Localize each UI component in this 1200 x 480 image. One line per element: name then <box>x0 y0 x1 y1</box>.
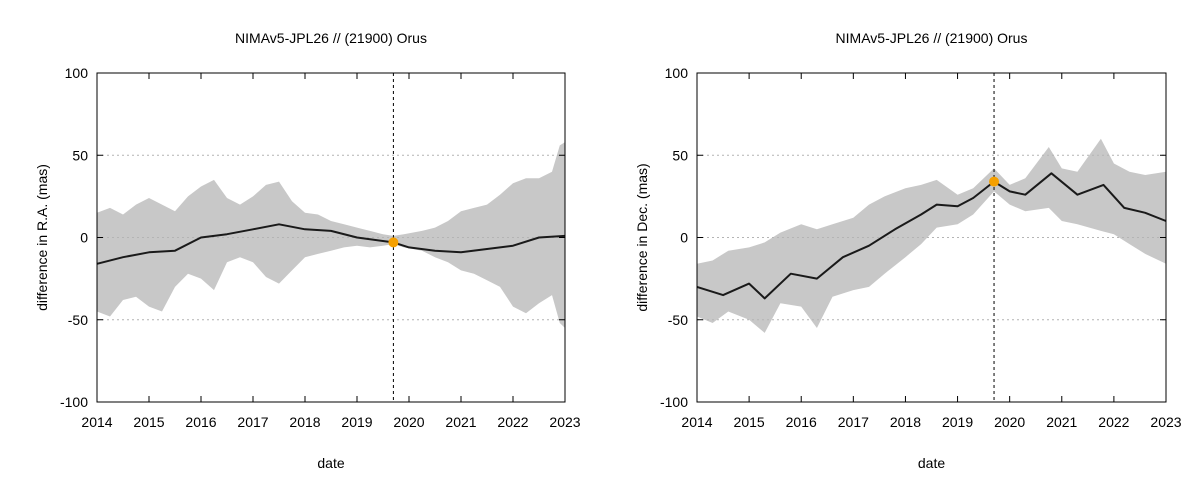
x-tick-label: 2018 <box>890 414 921 430</box>
y-tick-label: 50 <box>672 147 688 163</box>
uncertainty-band <box>697 138 1166 333</box>
y-tick-label: 0 <box>680 230 688 246</box>
x-tick-label: 2021 <box>1046 414 1077 430</box>
x-tick-label: 2014 <box>681 414 712 430</box>
y-tick-label: -50 <box>68 312 88 328</box>
y-tick-label: -100 <box>60 394 88 410</box>
x-tick-label: 2022 <box>1098 414 1129 430</box>
x-tick-label: 2014 <box>81 414 112 430</box>
x-tick-label: 2020 <box>994 414 1025 430</box>
x-tick-label: 2023 <box>549 414 580 430</box>
y-tick-label: -50 <box>668 312 688 328</box>
epoch-marker <box>989 176 1000 187</box>
chart-title: NIMAv5-JPL26 // (21900) Orus <box>836 30 1028 46</box>
dec-chart: NIMAv5-JPL26 // (21900) Orus -100 -50 0 50 10… <box>634 30 1182 471</box>
uncertainty-band <box>97 142 565 328</box>
x-tick-label: 2021 <box>445 414 476 430</box>
y-tick-label: 100 <box>65 65 89 81</box>
ra-chart: NIMAv5-JPL26 // (21900) Orus -100 -50 0 50 10… <box>34 30 581 471</box>
x-axis-label: date <box>317 455 344 471</box>
x-tick-label: 2016 <box>786 414 817 430</box>
difference-line <box>696 172 1167 300</box>
x-tick-label: 2016 <box>185 414 216 430</box>
x-tick-label: 2017 <box>838 414 869 430</box>
x-tick-label: 2019 <box>942 414 973 430</box>
x-tick-label: 2022 <box>497 414 528 430</box>
x-tick-label: 2017 <box>237 414 268 430</box>
y-tick-label: 0 <box>80 230 88 246</box>
chart-title: NIMAv5-JPL26 // (21900) Orus <box>235 30 427 46</box>
x-tick-label: 2020 <box>393 414 424 430</box>
x-tick-label: 2015 <box>133 414 164 430</box>
x-tick-label: 2015 <box>734 414 765 430</box>
y-tick-label: -100 <box>660 394 688 410</box>
x-tick-label: 2023 <box>1150 414 1181 430</box>
x-axis-label: date <box>918 455 945 471</box>
y-axis-label: difference in Dec. (mas) <box>634 163 650 311</box>
difference-line <box>96 223 566 265</box>
epoch-marker <box>388 237 399 248</box>
y-axis-label: difference in R.A. (mas) <box>34 164 50 311</box>
y-tick-label: 100 <box>665 65 689 81</box>
y-tick-label: 50 <box>72 147 88 163</box>
x-tick-label: 2019 <box>341 414 372 430</box>
x-tick-label: 2018 <box>289 414 320 430</box>
